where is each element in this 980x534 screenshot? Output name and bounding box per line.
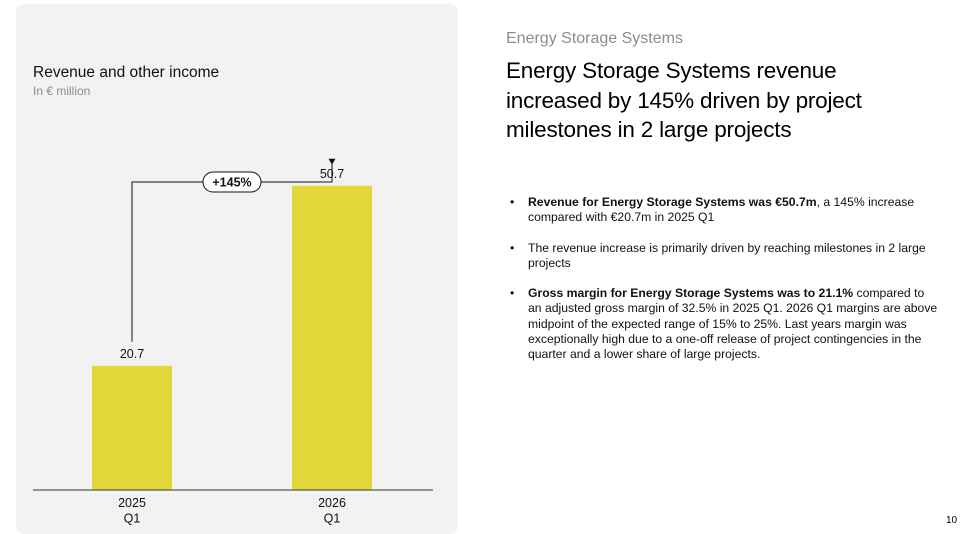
page-number: 10 xyxy=(946,515,958,526)
bar-value-label: 20.7 xyxy=(120,347,144,361)
bullet-list: • Revenue for Energy Storage Systems was … xyxy=(510,195,940,378)
x-tick-label: 2026 xyxy=(318,496,346,510)
bullet-bold: Revenue for Energy Storage Systems was €… xyxy=(528,195,817,209)
bullet-text: , a 145% increase compared with €20.7m i… xyxy=(528,195,915,225)
bullet-text: compared to an adjusted gross margin of … xyxy=(528,286,938,362)
x-tick-label: 2025 xyxy=(118,496,146,510)
change-badge-label: +145% xyxy=(212,176,251,190)
bullet-bold: Gross margin for Energy Storage Systems … xyxy=(528,286,854,301)
bullet-icon: • xyxy=(510,240,515,255)
arrowhead-icon xyxy=(328,158,336,165)
bullet-icon: • xyxy=(510,195,515,209)
bar-2026-Q1 xyxy=(292,185,372,491)
chart-panel xyxy=(16,4,458,534)
change-badge xyxy=(202,171,262,193)
headline: Energy Storage Systems revenue increased… xyxy=(506,58,862,142)
chart-subtitle: In € million xyxy=(33,84,91,98)
section-label: Energy Storage Systems xyxy=(506,30,683,47)
x-tick-label: Q1 xyxy=(124,512,141,526)
bullet-icon: • xyxy=(510,286,515,301)
chart-title: Revenue and other income xyxy=(33,64,220,81)
bullet-text: The revenue increase is primarily driven… xyxy=(528,240,926,270)
bullet-item: • Gross margin for Energy Storage Systems… xyxy=(510,286,940,362)
bullet-item: • The revenue increase is primarily drive… xyxy=(510,241,940,272)
bullet-item: • Revenue for Energy Storage Systems was … xyxy=(510,195,940,226)
x-tick-label: Q1 xyxy=(324,512,341,526)
bar-2025-Q1 xyxy=(92,365,172,490)
